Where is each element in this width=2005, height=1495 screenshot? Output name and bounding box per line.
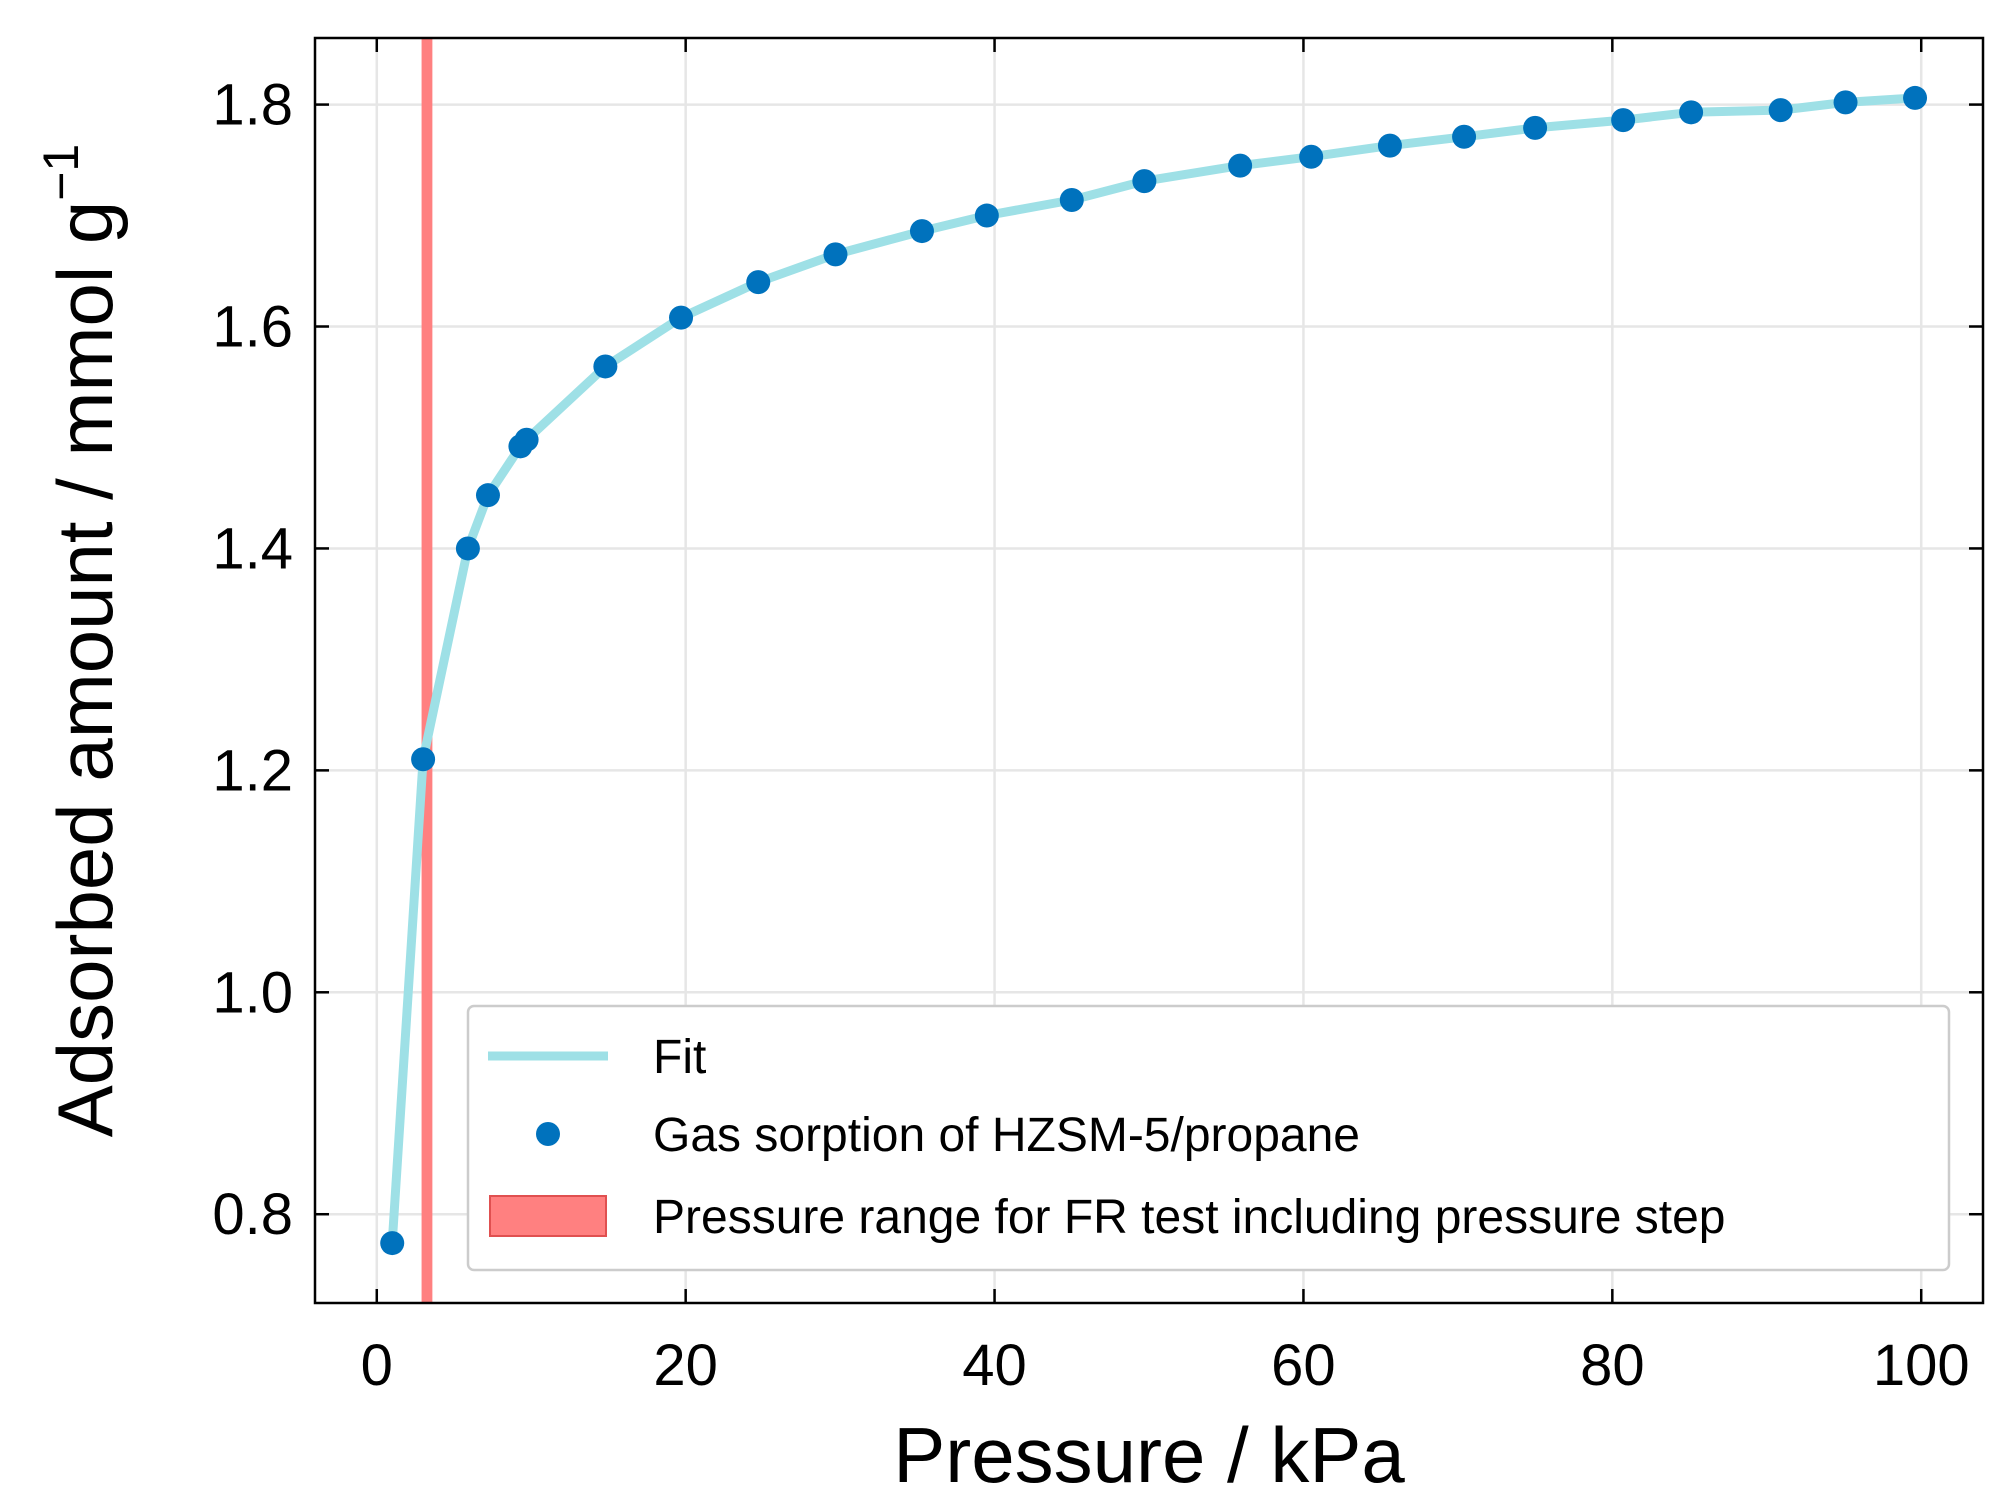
y-tick-label: 1.6 (212, 295, 293, 360)
pressure-range-band (421, 38, 433, 1303)
y-tick-label: 1.2 (212, 738, 293, 803)
y-axis-title-superscript: −1 (33, 144, 89, 201)
data-point (1132, 169, 1157, 194)
x-tick-label: 0 (361, 1333, 393, 1398)
data-points-layer (380, 85, 1928, 1256)
legend-region-label: Pressure range for FR test including pre… (653, 1191, 1726, 1244)
y-axis-title: Adsorbed amount / mmol g−1 (33, 144, 129, 1137)
y-tick-label: 1.8 (212, 73, 293, 138)
data-point (669, 305, 694, 330)
data-point (1228, 153, 1253, 178)
x-tick-label: 40 (962, 1333, 1027, 1398)
legend-box (466, 1004, 1951, 1272)
data-point (593, 354, 618, 379)
y-tick-label: 1.0 (212, 960, 293, 1025)
data-point (1611, 108, 1636, 133)
x-tick-label: 20 (653, 1333, 718, 1398)
legend: Fit Gas sorption of HZSM-5/propane Press… (466, 1004, 1951, 1272)
legend-points-label: Gas sorption of HZSM-5/propane (653, 1109, 1360, 1162)
data-point (1679, 100, 1704, 125)
legend-points-swatch (536, 1122, 560, 1146)
data-point (1299, 144, 1324, 169)
data-point (1377, 133, 1402, 158)
tick-layer: 0 20 40 60 80 100 0.8 1.0 1.2 1.4 1.6 1.8 (212, 38, 1983, 1398)
legend-fit-label: Fit (653, 1031, 706, 1084)
data-point (1452, 124, 1477, 149)
data-point (1903, 85, 1928, 110)
legend-region-swatch (489, 1195, 607, 1237)
data-point (514, 427, 539, 452)
plot-frame (313, 36, 1985, 1305)
x-tick-label: 60 (1271, 1333, 1336, 1398)
data-point (1833, 90, 1858, 115)
data-point (1523, 115, 1548, 140)
data-point (475, 483, 500, 508)
y-tick-label: 1.4 (212, 516, 293, 581)
data-point (746, 270, 771, 295)
y-axis-title-main: Adsorbed amount / mmol g (41, 201, 129, 1137)
data-point (455, 536, 480, 561)
x-tick-label: 100 (1873, 1333, 1970, 1398)
data-point (1059, 188, 1084, 213)
data-point (974, 203, 999, 228)
data-point (823, 242, 848, 267)
x-axis-title: Pressure / kPa (893, 1411, 1405, 1495)
data-point (1768, 98, 1793, 123)
shaded-region-layer (421, 38, 433, 1303)
data-point (411, 747, 436, 772)
y-tick-label: 0.8 (212, 1182, 293, 1247)
data-point (909, 219, 934, 244)
x-tick-label: 80 (1580, 1333, 1645, 1398)
data-point (380, 1231, 405, 1256)
